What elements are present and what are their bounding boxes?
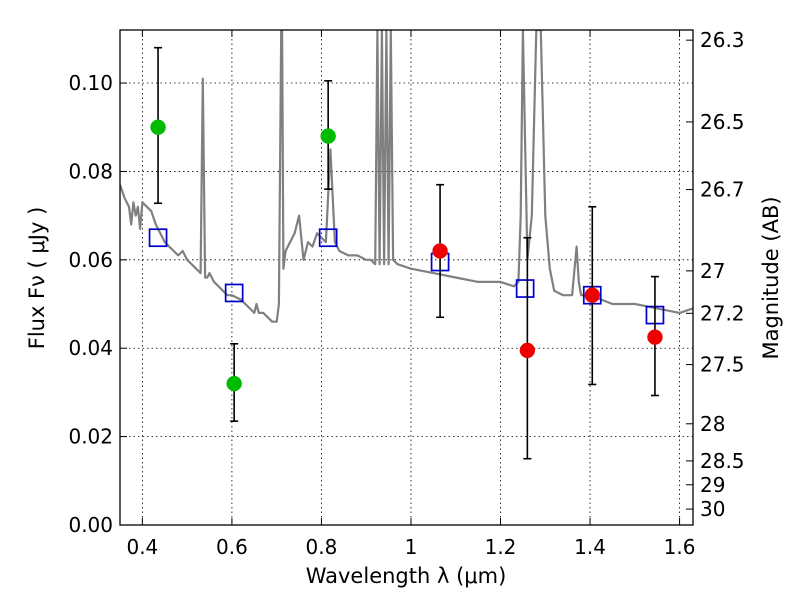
- magnitude-tick-label: 26.7: [700, 178, 745, 202]
- model-band-flux-marker: [515, 279, 535, 298]
- model-band-flux-marker: [224, 283, 244, 303]
- magnitude-tick-label: 30: [700, 497, 725, 521]
- model-band-flux-marker: [148, 228, 168, 248]
- magnitude-tick-label: 27.2: [700, 301, 745, 325]
- x-tick-label: 0.8: [306, 535, 338, 559]
- magnitude-tick-label: 29: [700, 473, 725, 497]
- observed-flux-point: [519, 342, 536, 359]
- x-axis-label: Wavelength λ (μm): [306, 564, 507, 588]
- observed-flux-point: [320, 128, 336, 144]
- y-tick-label: 0.00: [68, 513, 113, 537]
- plot-frame: [119, 29, 694, 526]
- x-tick-label: 1.6: [664, 535, 696, 559]
- y-axis: 0.00 0.02 0.04 0.06 0.08 0.10: [68, 71, 127, 537]
- magnitude-tick-label: 28.5: [700, 449, 745, 473]
- model-spectrum-line: [120, 30, 693, 323]
- y-tick-label: 0.02: [68, 425, 113, 449]
- model-band-flux-marker: [318, 228, 338, 248]
- observed-flux-point: [432, 243, 448, 259]
- magnitude-axis-label: Magnitude (AB): [759, 196, 783, 359]
- x-tick-label: 1.2: [485, 535, 517, 559]
- magnitude-tick-label: 27: [700, 259, 725, 283]
- y-axis-label: Flux Fν ( μJy ): [25, 207, 49, 350]
- x-tick-label: 1.4: [574, 535, 606, 559]
- observed-flux-point: [150, 119, 166, 135]
- observed-flux-point: [647, 329, 663, 345]
- plot-area: [120, 30, 693, 460]
- y-tick-label: 0.06: [68, 248, 113, 272]
- x-tick-label: 0.4: [126, 535, 158, 559]
- y-tick-label: 0.08: [68, 159, 113, 183]
- observed-flux-point: [584, 287, 601, 303]
- grid-lines: [120, 30, 693, 525]
- plot-background: [120, 30, 693, 525]
- magnitude-tick-label: 26.3: [700, 28, 745, 52]
- y-tick-label: 0.10: [68, 71, 113, 95]
- observed-flux-point: [226, 375, 242, 392]
- magnitude-tick-label: 26.5: [700, 110, 745, 134]
- magnitude-tick-label: 28: [700, 412, 725, 436]
- magnitude-tick-label: 27.5: [700, 353, 745, 377]
- x-tick-label: 0.6: [216, 535, 248, 559]
- x-tick-label: 1: [405, 535, 418, 559]
- y-tick-label: 0.04: [68, 336, 113, 360]
- x-axis: 0.4 0.6 0.8 1 1.2 1.4 1.6: [126, 30, 695, 559]
